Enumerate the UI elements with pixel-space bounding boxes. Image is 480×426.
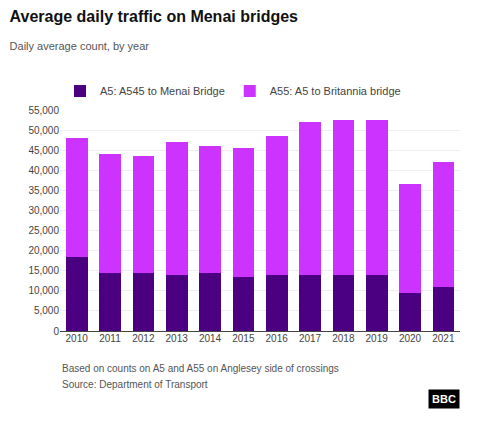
svg-text:2014: 2014 bbox=[199, 333, 222, 344]
svg-text:25,000: 25,000 bbox=[28, 225, 59, 236]
svg-text:15,000: 15,000 bbox=[28, 265, 59, 276]
svg-text:40,000: 40,000 bbox=[28, 165, 59, 176]
svg-text:5,000: 5,000 bbox=[34, 305, 59, 316]
svg-text:2010: 2010 bbox=[66, 333, 89, 344]
svg-text:2018: 2018 bbox=[332, 333, 355, 344]
svg-text:30,000: 30,000 bbox=[28, 205, 59, 216]
svg-text:Daily average count, by year: Daily average count, by year bbox=[10, 40, 150, 52]
svg-text:A5: A545 to Menai Bridge: A5: A545 to Menai Bridge bbox=[100, 85, 225, 97]
svg-text:10,000: 10,000 bbox=[28, 285, 59, 296]
svg-text:Average daily traffic on Menai: Average daily traffic on Menai bridges bbox=[10, 8, 298, 25]
svg-text:Based on counts on A5 and A55: Based on counts on A5 and A55 on Anglese… bbox=[62, 363, 339, 374]
svg-text:BBC: BBC bbox=[432, 393, 456, 405]
svg-text:35,000: 35,000 bbox=[28, 185, 59, 196]
svg-text:2019: 2019 bbox=[366, 333, 389, 344]
svg-text:2016: 2016 bbox=[266, 333, 289, 344]
svg-text:A55: A5 to Britannia bridge: A55: A5 to Britannia bridge bbox=[270, 85, 401, 97]
svg-text:2020: 2020 bbox=[399, 333, 422, 344]
svg-text:2013: 2013 bbox=[166, 333, 189, 344]
svg-text:2017: 2017 bbox=[299, 333, 322, 344]
svg-text:2012: 2012 bbox=[132, 333, 155, 344]
svg-text:45,000: 45,000 bbox=[28, 145, 59, 156]
svg-text:2021: 2021 bbox=[432, 333, 455, 344]
svg-text:2011: 2011 bbox=[99, 333, 121, 344]
svg-text:50,000: 50,000 bbox=[28, 125, 59, 136]
svg-text:55,000: 55,000 bbox=[28, 105, 59, 116]
svg-text:Source: Department of Transpor: Source: Department of Transport bbox=[62, 379, 208, 390]
svg-text:20,000: 20,000 bbox=[28, 245, 59, 256]
svg-text:2015: 2015 bbox=[232, 333, 255, 344]
svg-text:0: 0 bbox=[53, 326, 59, 337]
